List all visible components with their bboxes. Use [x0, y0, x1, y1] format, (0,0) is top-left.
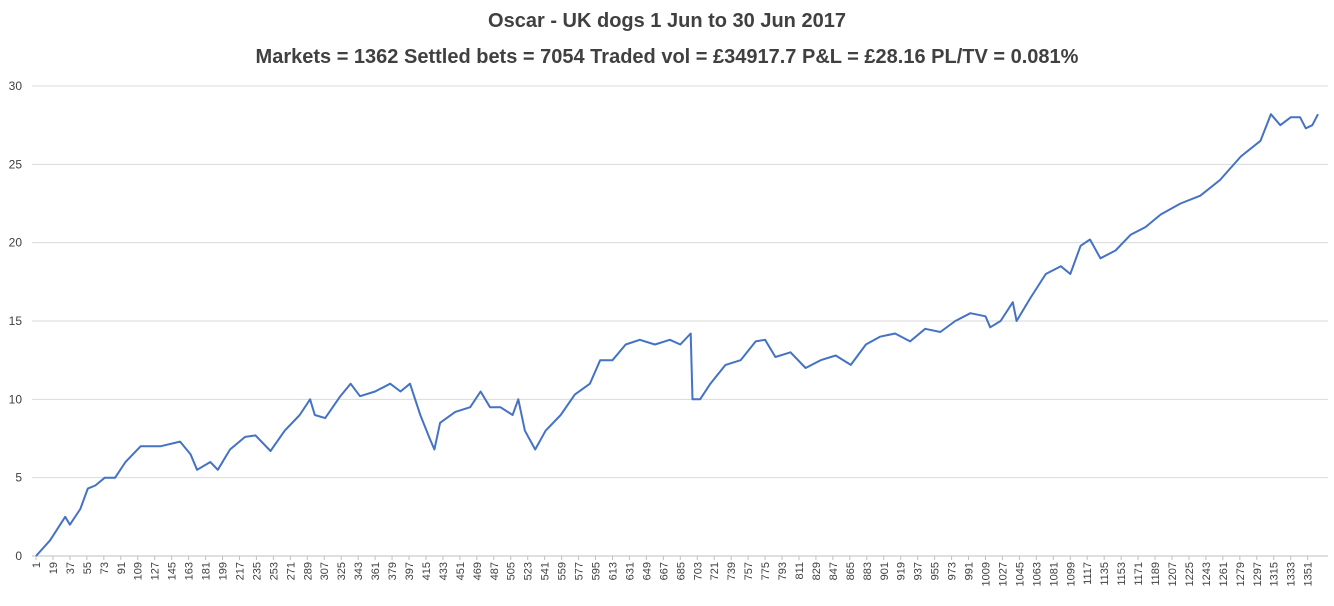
data-line: [35, 113, 1319, 557]
x-tick-label: 847: [828, 562, 840, 580]
y-tick-label: 5: [15, 471, 22, 485]
x-tick-label: 595: [591, 562, 603, 580]
x-tick-label: 937: [913, 562, 925, 580]
x-tick-label: 1351: [1303, 562, 1315, 586]
x-tick-label: 37: [65, 562, 77, 574]
x-tick-label: 1: [31, 562, 43, 568]
x-tick-label: 1063: [1031, 562, 1043, 586]
x-tick-label: 307: [319, 562, 331, 580]
x-tick-label: 55: [82, 562, 94, 574]
y-tick-label: 0: [15, 549, 22, 563]
x-tick-label: 1117: [1082, 562, 1094, 585]
y-tick-label: 20: [9, 236, 23, 250]
x-tick-label: 1153: [1116, 562, 1128, 586]
x-tick-label: 1009: [980, 562, 992, 586]
x-tick-label: 1081: [1048, 562, 1060, 586]
x-tick-label: 1297: [1252, 562, 1264, 586]
x-tick-label: 487: [489, 562, 501, 580]
x-tick-label: 1135: [1099, 562, 1111, 586]
x-tick-label: 361: [370, 562, 382, 580]
x-tick-label: 1225: [1184, 562, 1196, 586]
x-tick-label: 883: [862, 562, 874, 580]
x-tick-label: 1189: [1150, 562, 1162, 586]
x-tick-label: 1261: [1218, 562, 1230, 586]
x-tick-label: 829: [811, 562, 823, 580]
x-tick-label: 1171: [1133, 562, 1145, 586]
x-tick-label: 253: [268, 562, 280, 580]
x-tick-label: 289: [302, 562, 314, 580]
x-tick-label: 1279: [1235, 562, 1247, 586]
x-tick-label: 91: [116, 562, 128, 574]
x-tick-label: 217: [234, 562, 246, 580]
x-tick-label: 667: [658, 562, 670, 580]
x-tick-label: 469: [472, 562, 484, 580]
x-tick-label: 505: [506, 562, 518, 580]
x-tick-label: 1099: [1065, 562, 1077, 586]
x-tick-label: 721: [709, 562, 721, 580]
x-tick-label: 73: [99, 562, 111, 574]
y-tick-label: 25: [9, 157, 23, 171]
x-tick-label: 685: [675, 562, 687, 580]
x-tick-label: 793: [777, 562, 789, 580]
x-tick-label: 577: [574, 562, 586, 580]
x-tick-label: 235: [251, 562, 263, 580]
x-tick-label: 865: [845, 562, 857, 580]
y-tick-label: 10: [9, 392, 23, 406]
x-tick-label: 973: [947, 562, 959, 580]
x-tick-label: 739: [726, 562, 738, 580]
x-tick-label: 991: [964, 562, 976, 580]
x-tick-label: 181: [201, 562, 213, 580]
x-tick-label: 955: [930, 562, 942, 580]
x-tick-label: 199: [218, 562, 230, 580]
x-tick-label: 379: [387, 562, 399, 580]
x-tick-label: 901: [879, 562, 891, 580]
x-tick-label: 613: [607, 562, 619, 580]
x-tick-label: 1333: [1286, 562, 1298, 586]
x-tick-label: 1315: [1269, 562, 1281, 586]
x-tick-label: 145: [167, 562, 179, 580]
x-tick-label: 109: [133, 562, 145, 580]
x-tick-label: 559: [557, 562, 569, 580]
x-tick-label: 451: [455, 562, 467, 580]
x-tick-label: 541: [540, 562, 552, 580]
chart-title: Oscar - UK dogs 1 Jun to 30 Jun 2017: [488, 10, 846, 32]
x-tick-label: 19: [48, 562, 60, 574]
x-tick-label: 127: [150, 562, 162, 580]
x-tick-label: 523: [523, 562, 535, 580]
x-tick-label: 649: [641, 562, 653, 580]
x-tick-label: 919: [896, 562, 908, 580]
x-tick-label: 703: [692, 562, 704, 580]
x-tick-label: 397: [404, 562, 416, 580]
x-tick-label: 271: [285, 562, 297, 580]
x-tick-label: 433: [438, 562, 450, 580]
x-tick-label: 631: [624, 562, 636, 580]
x-tick-label: 1027: [997, 562, 1009, 586]
x-tick-label: 325: [336, 562, 348, 580]
x-tick-label: 163: [184, 562, 196, 580]
x-tick-label: 343: [353, 562, 365, 580]
y-tick-label: 30: [9, 79, 23, 93]
x-tick-label: 1207: [1167, 562, 1179, 586]
x-tick-label: 1045: [1014, 562, 1026, 586]
x-tick-label: 415: [421, 562, 433, 580]
x-tick-label: 1243: [1201, 562, 1213, 586]
y-tick-label: 15: [9, 314, 23, 328]
x-tick-label: 775: [760, 562, 772, 580]
chart-subtitle: Markets = 1362 Settled bets = 7054 Trade…: [256, 46, 1079, 68]
x-tick-label: 811: [794, 562, 806, 580]
x-tick-label: 757: [743, 562, 755, 580]
